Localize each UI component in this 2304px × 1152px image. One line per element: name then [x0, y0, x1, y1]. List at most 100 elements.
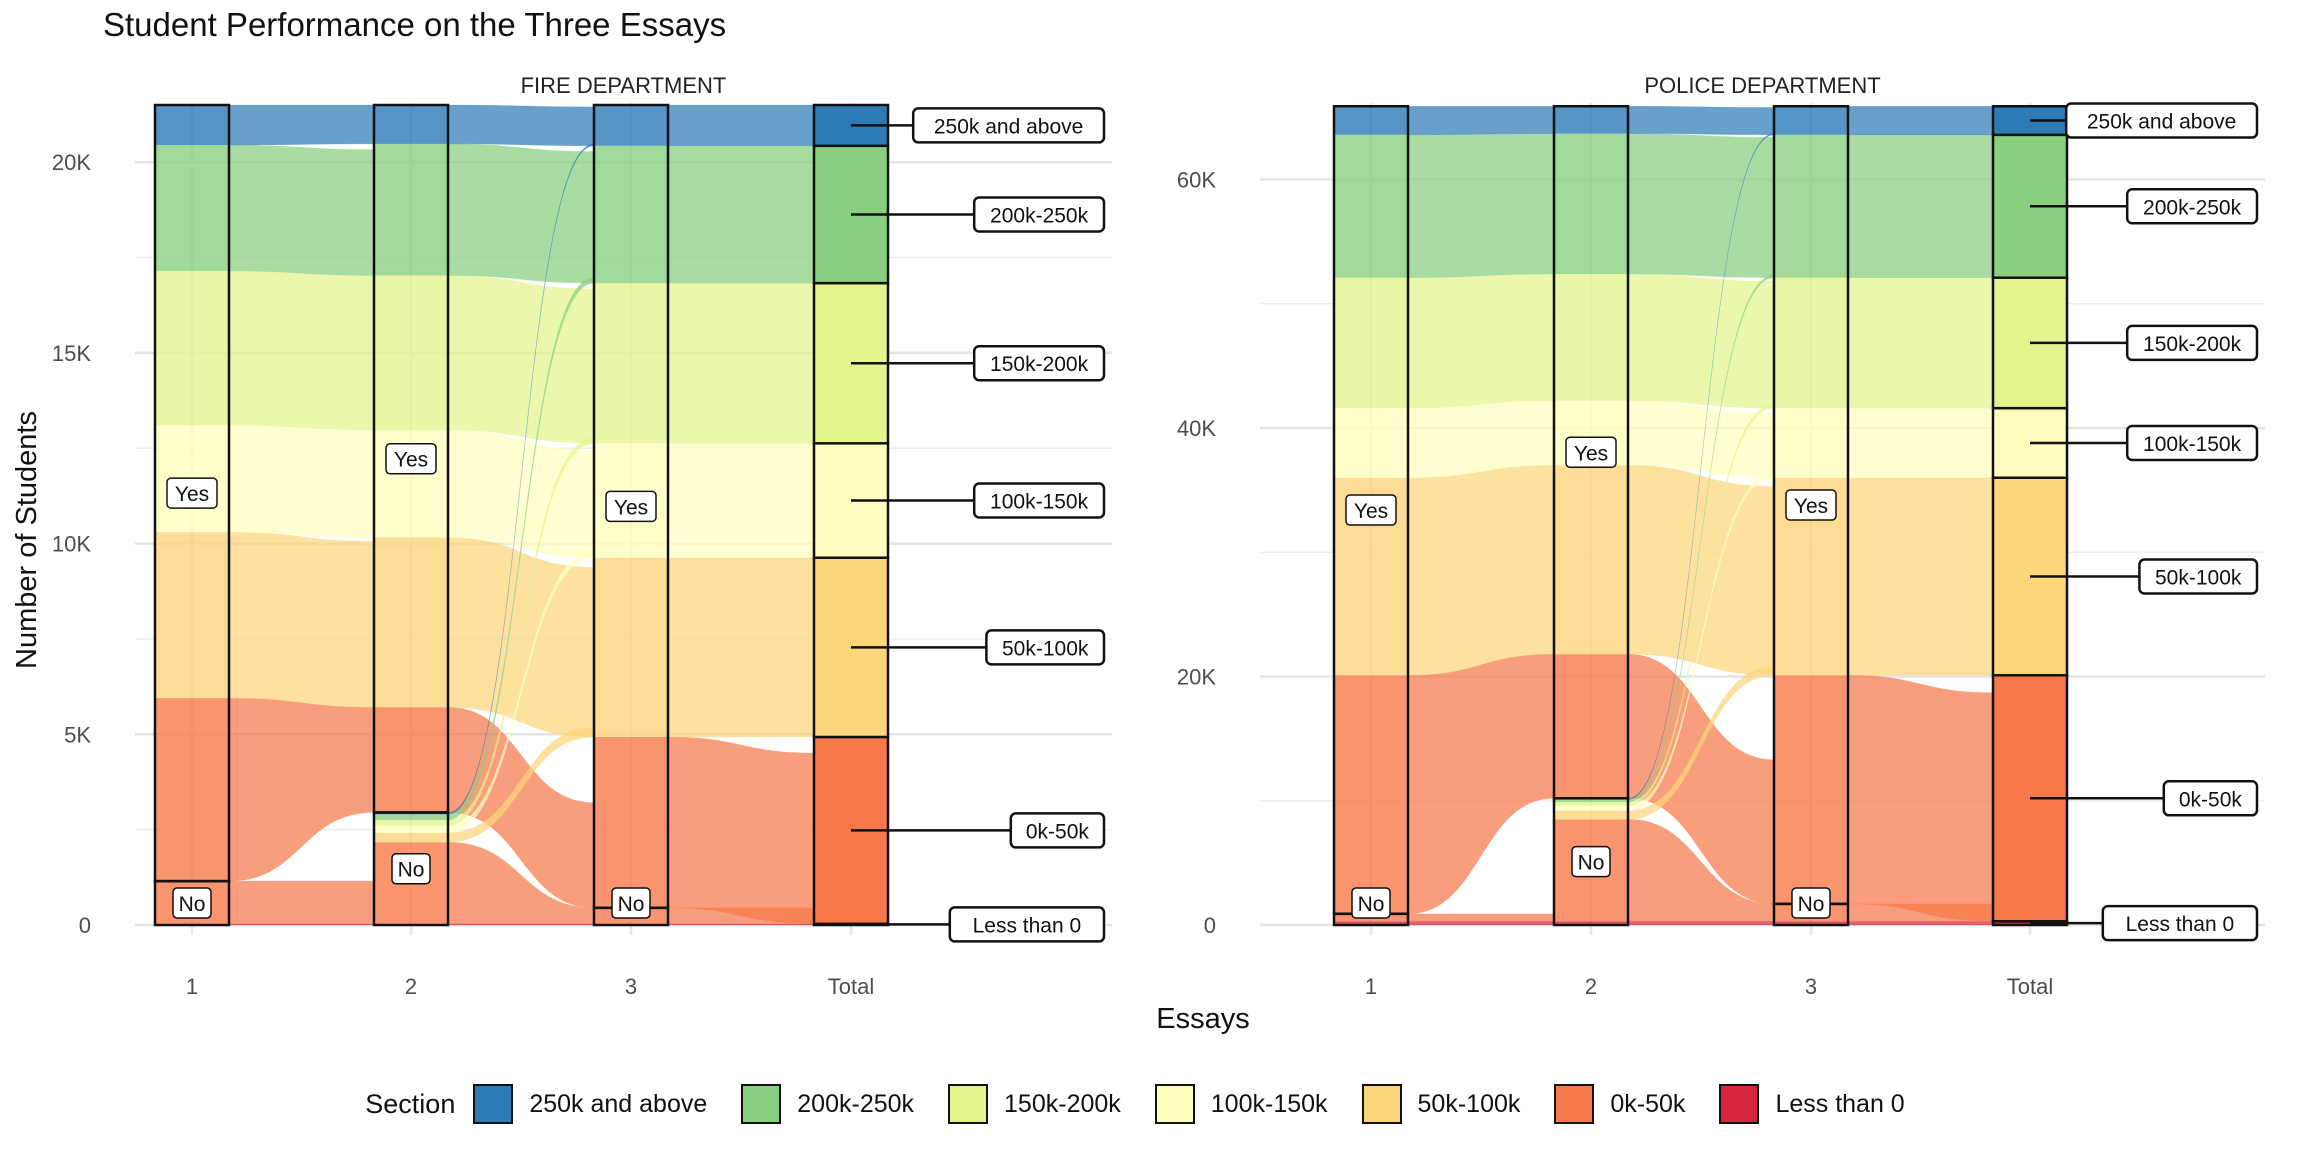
stratum-label-yes-box	[385, 442, 437, 475]
callout-box	[972, 482, 1106, 519]
stratum-fill-0k-50k	[374, 707, 448, 813]
flow-less-than-0	[1847, 920, 1994, 926]
legend-label: 200k-250k	[797, 1089, 915, 1118]
flow-150k-200k	[1407, 273, 1555, 409]
stratum-label-yes-box	[1785, 489, 1837, 521]
stratum-fill-250k-and-above	[1334, 106, 1408, 135]
flows	[1334, 105, 1994, 926]
stratum-fill-200k-250k	[1554, 133, 1628, 274]
legend-label: 250k and above	[529, 1089, 708, 1118]
x-tick-label: 2	[405, 974, 417, 999]
legend-title: Section	[365, 1088, 456, 1119]
stratum-fill-150k-200k	[374, 820, 448, 826]
callout-box	[985, 629, 1106, 666]
stratum-fill-100k-150k	[374, 825, 448, 833]
total-bar	[1991, 104, 2069, 927]
stratum-fill-250k-and-above	[374, 105, 448, 144]
flow-200k-250k	[447, 143, 595, 284]
x-tick-label: Total	[2007, 974, 2053, 999]
section-label-100k-150k: 100k-150k	[990, 491, 1089, 514]
flow-100k-150k	[228, 425, 375, 538]
stratum-label-no: No	[1358, 893, 1385, 916]
stratum-label-no: No	[398, 859, 425, 882]
callout-box	[972, 196, 1106, 233]
stratum-label-yes: Yes	[1794, 495, 1828, 518]
flow-200k-250k	[1627, 133, 1775, 278]
flow-less-than-0	[1627, 920, 1775, 926]
x-tick-label: 3	[625, 974, 637, 999]
flow-0k-50k	[1847, 903, 1994, 922]
section-labels: Less than 0 0k-50k 50k-100k 100k-150k 150k-2…	[2030, 102, 2259, 942]
stratum-label-yes-box	[166, 477, 218, 509]
chart-title: Student Performance on the Three Essays	[103, 6, 727, 43]
flow-0k-50k	[228, 880, 375, 925]
stratum-fill-0k-50k	[1554, 654, 1628, 799]
stratum-fill-150k-200k	[374, 275, 448, 430]
flow-250k-and-above	[228, 104, 375, 146]
legend-swatch	[1719, 1084, 1760, 1124]
callout-box	[911, 107, 1106, 144]
stratum-label-yes: Yes	[1574, 442, 1608, 465]
stratum-label-no: No	[618, 893, 645, 916]
callout-box	[948, 906, 1106, 943]
y-tick-label: 60K	[1177, 168, 1216, 193]
stratum-fill-0k-50k	[594, 736, 668, 908]
y-tick-label: 0	[1204, 913, 1216, 938]
stratum-fill-200k-250k	[374, 143, 448, 276]
stratum-label-no: No	[1578, 852, 1605, 875]
stratum-yes-box	[372, 103, 450, 814]
legend-item-100k-150k: 100k-150k	[1154, 1084, 1328, 1124]
y-tick-label: 20K	[52, 150, 91, 175]
flow-0k-50k	[667, 736, 815, 925]
stratum-label-no-box	[1571, 845, 1611, 878]
stratum-yes-box	[1552, 104, 1630, 800]
stratum-label-no-box	[172, 887, 212, 919]
stratum-fill-200k-250k	[155, 145, 229, 271]
flow-0k-50k	[1847, 674, 1994, 922]
stratum-fill-less-than-0	[1774, 921, 1848, 925]
stratum-fill-150k-200k	[594, 283, 668, 444]
stratum-fill-0k-50k	[1334, 675, 1408, 914]
section-label-less-than-0: Less than 0	[973, 914, 1082, 937]
x-tick-label: 1	[186, 974, 198, 999]
stratum-fill-less-than-0	[1554, 921, 1628, 925]
x-tick-label: 3	[1805, 974, 1817, 999]
legend-item-less-than-0: Less than 0	[1719, 1084, 1905, 1124]
section-labels: Less than 0 0k-50k 50k-100k 100k-150k 150k-2…	[851, 107, 1106, 943]
stratum-label-no-box	[391, 852, 431, 885]
stratum-fill-150k-200k	[1554, 273, 1628, 401]
stratum-fill-200k-250k	[1334, 134, 1408, 278]
y-tick-label: 0	[79, 913, 91, 938]
callout-box	[2125, 424, 2259, 462]
legend-swatch	[1154, 1084, 1195, 1124]
flow-200k-250k	[1847, 134, 1994, 278]
y-tick-label: 40K	[1177, 416, 1216, 441]
flow-0k-50k	[228, 697, 375, 882]
section-label-200k-250k: 200k-250k	[990, 204, 1089, 227]
flow-0k-50k	[1407, 913, 1555, 922]
section-label-0k-50k: 0k-50k	[2179, 788, 2243, 811]
section-label-150k-200k: 150k-200k	[2143, 333, 2242, 356]
stratum-label-yes: Yes	[175, 483, 209, 506]
stratum-label-no-box	[611, 887, 651, 919]
stratum-fill-200k-250k	[1554, 799, 1628, 802]
x-axis-label: Essays	[1156, 1003, 1249, 1035]
x-tick-label: Total	[828, 974, 874, 999]
y-tick-label: 5K	[64, 722, 91, 747]
stratum-fill-50k-100k	[594, 557, 668, 737]
section-label-100k-150k: 100k-150k	[2143, 433, 2242, 456]
flow-150k-200k	[667, 282, 815, 444]
x-tick-label: 1	[1365, 974, 1377, 999]
flow-0k-50k	[1407, 653, 1555, 915]
flow-250k-and-above	[1627, 105, 1775, 136]
section-label-250k-and-above: 250k and above	[934, 115, 1083, 138]
flow-50k-100k	[1847, 477, 1994, 676]
stratum-fill-50k-100k	[374, 832, 448, 843]
section-label-50k-100k: 50k-100k	[1002, 637, 1089, 660]
stratum-fill-50k-100k	[1554, 810, 1628, 820]
y-tick-label: 10K	[52, 532, 91, 557]
stratum-label-yes: Yes	[614, 496, 648, 519]
legend-label: 100k-150k	[1210, 1089, 1328, 1118]
stratum-label-no-box	[1351, 887, 1391, 919]
